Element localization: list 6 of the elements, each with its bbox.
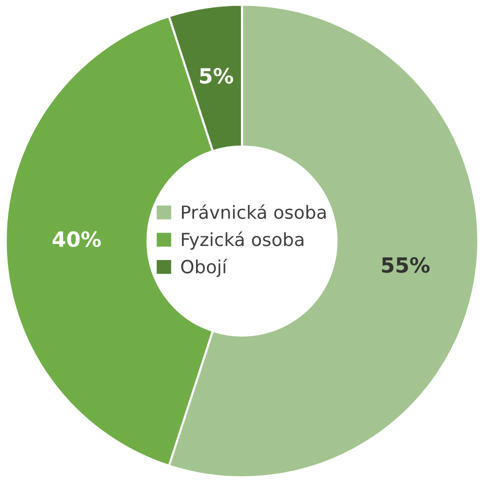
data-label: 5% — [200, 68, 234, 84]
legend-label: Obojí — [181, 258, 228, 277]
legend-label: Fyzická osoba — [182, 232, 304, 250]
legend-label: Právnická osoba — [182, 204, 326, 220]
data-label: 40% — [52, 231, 101, 248]
data-label: 55% — [382, 257, 430, 273]
